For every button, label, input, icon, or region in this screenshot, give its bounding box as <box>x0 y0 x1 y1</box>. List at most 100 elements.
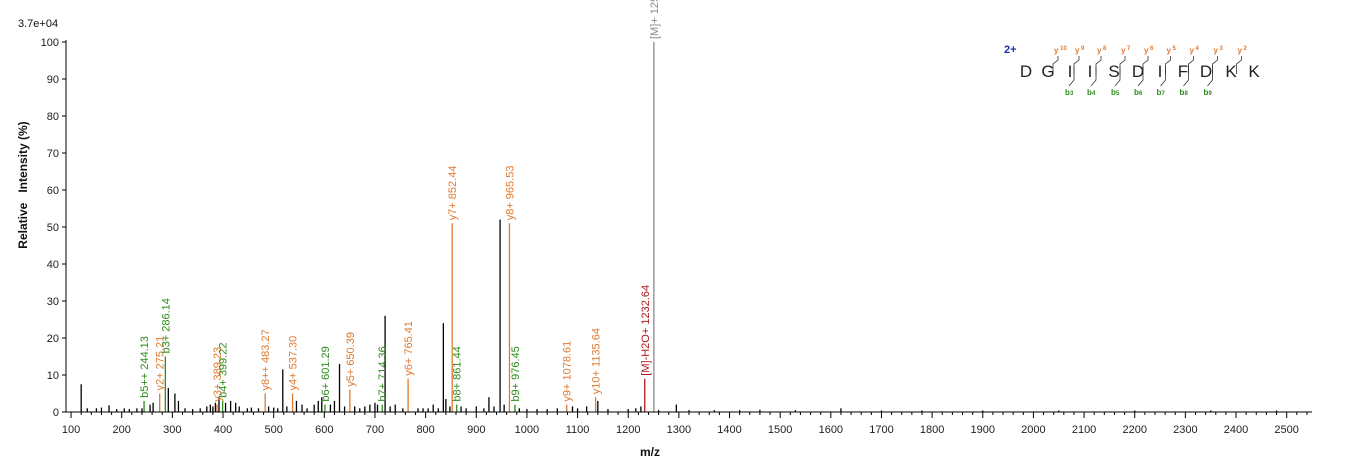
b-ion-label: b <box>1087 88 1092 97</box>
sequence-residue: S <box>1108 62 1119 81</box>
peak-label: b3+ 286.14 <box>160 298 172 353</box>
peak-label: y6+ 765.41 <box>403 321 415 376</box>
y-tick-label: 20 <box>47 333 59 345</box>
sequence-residue: D <box>1020 62 1032 81</box>
x-tick-label: 2000 <box>1021 424 1045 436</box>
sequence-residue: I <box>1088 62 1093 81</box>
noise-peaks <box>80 219 1278 412</box>
x-tick-label: 2300 <box>1173 424 1197 436</box>
charge-state: 2+ <box>1004 44 1017 56</box>
y-ion-number: 9 <box>1081 46 1085 52</box>
y-ion-label: y <box>1121 46 1126 55</box>
x-tick-label: 1900 <box>971 424 995 436</box>
peak-label: y10+ 1135.64 <box>591 328 603 394</box>
y-tick-label: 30 <box>47 296 59 308</box>
peak-label: y8++ 483.27 <box>260 329 272 390</box>
sequence-residue: D <box>1132 62 1144 81</box>
y-ion-number: 5 <box>1173 46 1177 52</box>
y-ion-label: y <box>1075 46 1080 55</box>
b-ion-bracket <box>1068 66 1075 87</box>
y-ion-number: 6 <box>1150 46 1154 52</box>
y-ion-label: y <box>1214 46 1219 55</box>
y-ion-bracket <box>1165 56 1171 74</box>
peak-label: [M]-H2O+ 1232.64 <box>640 285 652 376</box>
x-tick-label: 1400 <box>717 424 741 436</box>
y-ion-bracket <box>1095 56 1102 74</box>
b-ion-number: 7 <box>1162 91 1166 97</box>
x-tick-label: 200 <box>113 424 131 436</box>
b-ion-label: b <box>1111 88 1116 97</box>
b-ion-bracket <box>1160 66 1166 87</box>
sequence-residue: K <box>1248 62 1260 81</box>
x-tick-label: 2400 <box>1224 424 1248 436</box>
b-ion-number: 9 <box>1209 91 1213 97</box>
y-tick-label: 90 <box>47 74 59 86</box>
b-ion-number: 3 <box>1070 91 1074 97</box>
b-ion-bracket <box>1137 66 1144 87</box>
peak-label: y8+ 965.53 <box>504 166 516 221</box>
x-tick-label: 1200 <box>616 424 640 436</box>
y-tick-label: 60 <box>47 185 59 197</box>
x-tick-label: 300 <box>163 424 181 436</box>
peak-label: y4+ 537.30 <box>288 336 300 391</box>
b-ion-bracket <box>1090 66 1097 87</box>
y-ion-label: y <box>1054 46 1059 55</box>
y-ion-label: y <box>1144 46 1149 55</box>
x-axis-title: m/z <box>640 445 660 459</box>
axes: 0 10 20 30 40 50 60 70 80 90 100 100 200 300 400 500 600… <box>41 37 1312 436</box>
peak-label: b6+ 601.29 <box>320 346 332 401</box>
b-ion-label: b <box>1157 88 1162 97</box>
y-tick-label: 10 <box>47 370 59 382</box>
x-tick-label: 600 <box>315 424 333 436</box>
y-ion-number: 8 <box>1103 46 1107 52</box>
peak-label: b7+ 714.36 <box>377 346 389 401</box>
b-ion-bracket <box>1183 66 1189 87</box>
peak-label: y3+ 389.23 <box>212 347 224 402</box>
peak-label: y9+ 1078.61 <box>562 341 574 402</box>
peak-label: b4+ 399.22 <box>218 343 230 398</box>
b-ion-label: b <box>1204 88 1209 97</box>
b-ion-number: 4 <box>1092 91 1096 97</box>
peak-label: [M]+ 1250.66 <box>649 0 661 39</box>
b-ion-number: 6 <box>1139 91 1143 97</box>
y-ion-number: 3 <box>1220 46 1224 52</box>
b-ion-number: 8 <box>1185 91 1189 97</box>
x-tick-label: 1800 <box>920 424 944 436</box>
b-ion-label: b <box>1180 88 1185 97</box>
peak-label: b8+ 861.44 <box>452 346 464 401</box>
y-tick-label: 80 <box>47 111 59 123</box>
y-tick-label: 100 <box>41 37 59 49</box>
b-ion-label: b <box>1065 88 1070 97</box>
sequence-residue: I <box>1068 62 1073 81</box>
x-tick-label: 500 <box>264 424 282 436</box>
y-tick-label: 40 <box>47 259 59 271</box>
sequence-residue: K <box>1225 62 1237 81</box>
x-tick-label: 2500 <box>1274 424 1298 436</box>
sequence-residue: D <box>1200 62 1212 81</box>
peak-label: b5++ 244.13 <box>139 336 151 398</box>
x-tick-label: 800 <box>416 424 434 436</box>
x-tick-label: 400 <box>214 424 232 436</box>
y-ion-label: y <box>1097 46 1102 55</box>
x-tick-label: 100 <box>62 424 80 436</box>
y-axis-title: Relative Intensity (%) <box>16 121 30 248</box>
y-ion-number: 10 <box>1060 46 1067 52</box>
x-tick-label: 900 <box>467 424 485 436</box>
x-tick-label: 700 <box>366 424 384 436</box>
y-ion-label: y <box>1190 46 1195 55</box>
x-tick-label: 1300 <box>667 424 691 436</box>
y-ion-label: y <box>1238 46 1243 55</box>
y-max-label: 3.7e+04 <box>18 18 58 30</box>
peak-label: y7+ 852.44 <box>447 166 459 221</box>
y-tick-label: 70 <box>47 148 59 160</box>
y-ion-bracket <box>1073 56 1080 74</box>
b-ion-bracket <box>1114 66 1121 87</box>
y-ion-number: 4 <box>1196 46 1200 52</box>
x-tick-label: 1500 <box>768 424 792 436</box>
peak-label: b9+ 976.45 <box>510 346 522 401</box>
x-tick-label: 2200 <box>1122 424 1146 436</box>
peak-label: y5+ 650.39 <box>345 332 357 387</box>
y-ion-number: 7 <box>1127 46 1131 52</box>
b-ion-label: b <box>1134 88 1139 97</box>
